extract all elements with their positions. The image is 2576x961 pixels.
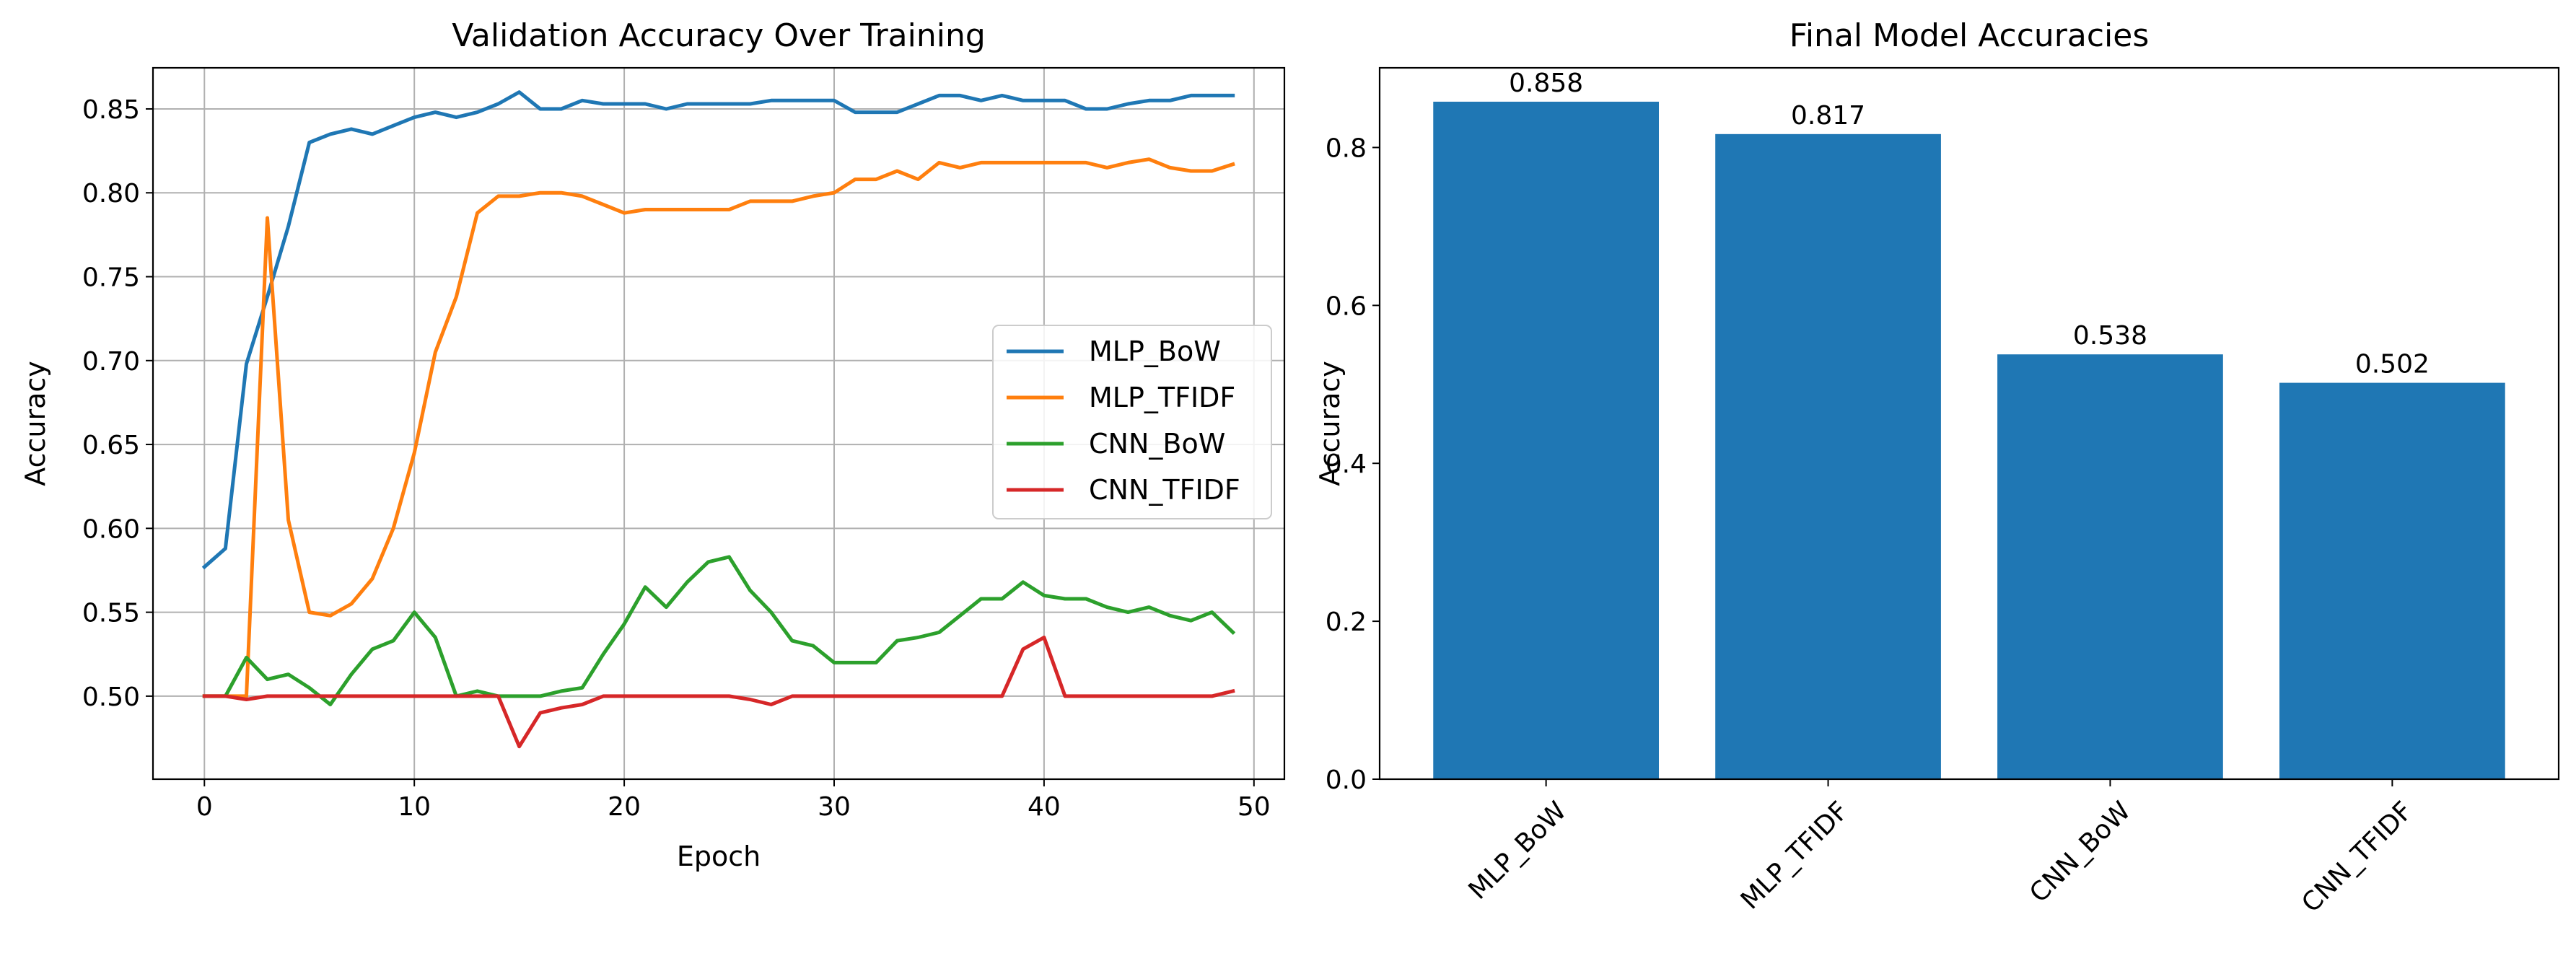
legend-entry-cnn-bow: CNN_BoW xyxy=(1007,428,1225,460)
legend-label-cnn-bow: CNN_BoW xyxy=(1089,428,1225,460)
line-chart-legend: MLP_BoW MLP_TFIDF CNN_BoW CNN_TFIDF xyxy=(992,325,1272,519)
line-chart-y-axis-label: Accuracy xyxy=(19,361,51,486)
y-tick-label: 0.80 xyxy=(82,179,140,209)
series-line-cnn-tfidf xyxy=(202,636,1235,749)
y-tick-label: 0.70 xyxy=(82,347,140,377)
y-tick-label: 0.50 xyxy=(82,683,140,712)
y-tick-label: 0.55 xyxy=(82,599,140,628)
bar-cnn-tfidf xyxy=(2279,382,2505,779)
y-tick-label: 0.65 xyxy=(82,431,140,460)
series-line-cnn-bow xyxy=(202,555,1236,706)
line-chart-x-axis-label: Epoch xyxy=(677,841,761,872)
line-chart: 0 10 20 30 40 50 0.50 0.55 0.60 0.65 0.70 0.75 0.80 0… xyxy=(19,17,1286,872)
bar-mlp-bow xyxy=(1433,101,1659,779)
y-tick-label: 0.4 xyxy=(1326,449,1367,479)
legend-entry-mlp-bow: MLP_BoW xyxy=(1007,335,1221,367)
bar-chart-y-axis-label: Accuracy xyxy=(1314,361,1346,486)
y-tick-label: 0.6 xyxy=(1326,291,1367,321)
x-tick-label: 50 xyxy=(1237,792,1271,822)
bar-value-label: 0.858 xyxy=(1509,69,1583,98)
bar-value-label: 0.502 xyxy=(2355,350,2430,379)
bar-mlp-tfidf xyxy=(1715,133,1941,779)
y-tick-label: 0.85 xyxy=(82,95,140,125)
line-chart-series xyxy=(201,90,1236,749)
x-tick-label: 0 xyxy=(196,792,213,822)
y-tick-label: 0.2 xyxy=(1326,607,1367,637)
legend-label-cnn-tfidf: CNN_TFIDF xyxy=(1089,474,1240,506)
bar-chart-bars: 0.858 0.817 0.538 0.502 xyxy=(1433,69,2505,779)
legend-label-mlp-bow: MLP_BoW xyxy=(1089,335,1221,367)
line-chart-title: Validation Accuracy Over Training xyxy=(452,17,986,54)
legend-entry-mlp-tfidf: MLP_TFIDF xyxy=(1007,382,1235,413)
legend-entry-cnn-tfidf: CNN_TFIDF xyxy=(1007,474,1240,506)
x-tick-label: 40 xyxy=(1028,792,1061,822)
legend-box xyxy=(992,325,1272,519)
y-tick-label: 0.8 xyxy=(1326,133,1367,163)
y-tick-label: 0.0 xyxy=(1326,765,1367,795)
bar-chart-title: Final Model Accuracies xyxy=(1789,17,2150,54)
line-chart-ticks: 0 10 20 30 40 50 0.50 0.55 0.60 0.65 0.70 0.75 0.80 0… xyxy=(82,95,1271,822)
line-chart-frame xyxy=(152,66,1286,781)
x-tick-label: 20 xyxy=(608,792,641,822)
bar-chart-frame xyxy=(1378,66,2560,781)
series-line-mlp-bow xyxy=(201,90,1235,570)
legend-label-mlp-tfidf: MLP_TFIDF xyxy=(1089,382,1235,413)
bar-value-label: 0.817 xyxy=(1791,101,1865,131)
series-line-mlp-tfidf xyxy=(202,157,1235,698)
x-tick-label: 10 xyxy=(398,792,431,822)
bar-cnn-bow xyxy=(1997,354,2223,779)
y-tick-label: 0.75 xyxy=(82,263,140,293)
bar-value-label: 0.538 xyxy=(2073,321,2147,351)
y-tick-label: 0.60 xyxy=(82,514,140,544)
x-tick-label: 30 xyxy=(818,792,851,822)
